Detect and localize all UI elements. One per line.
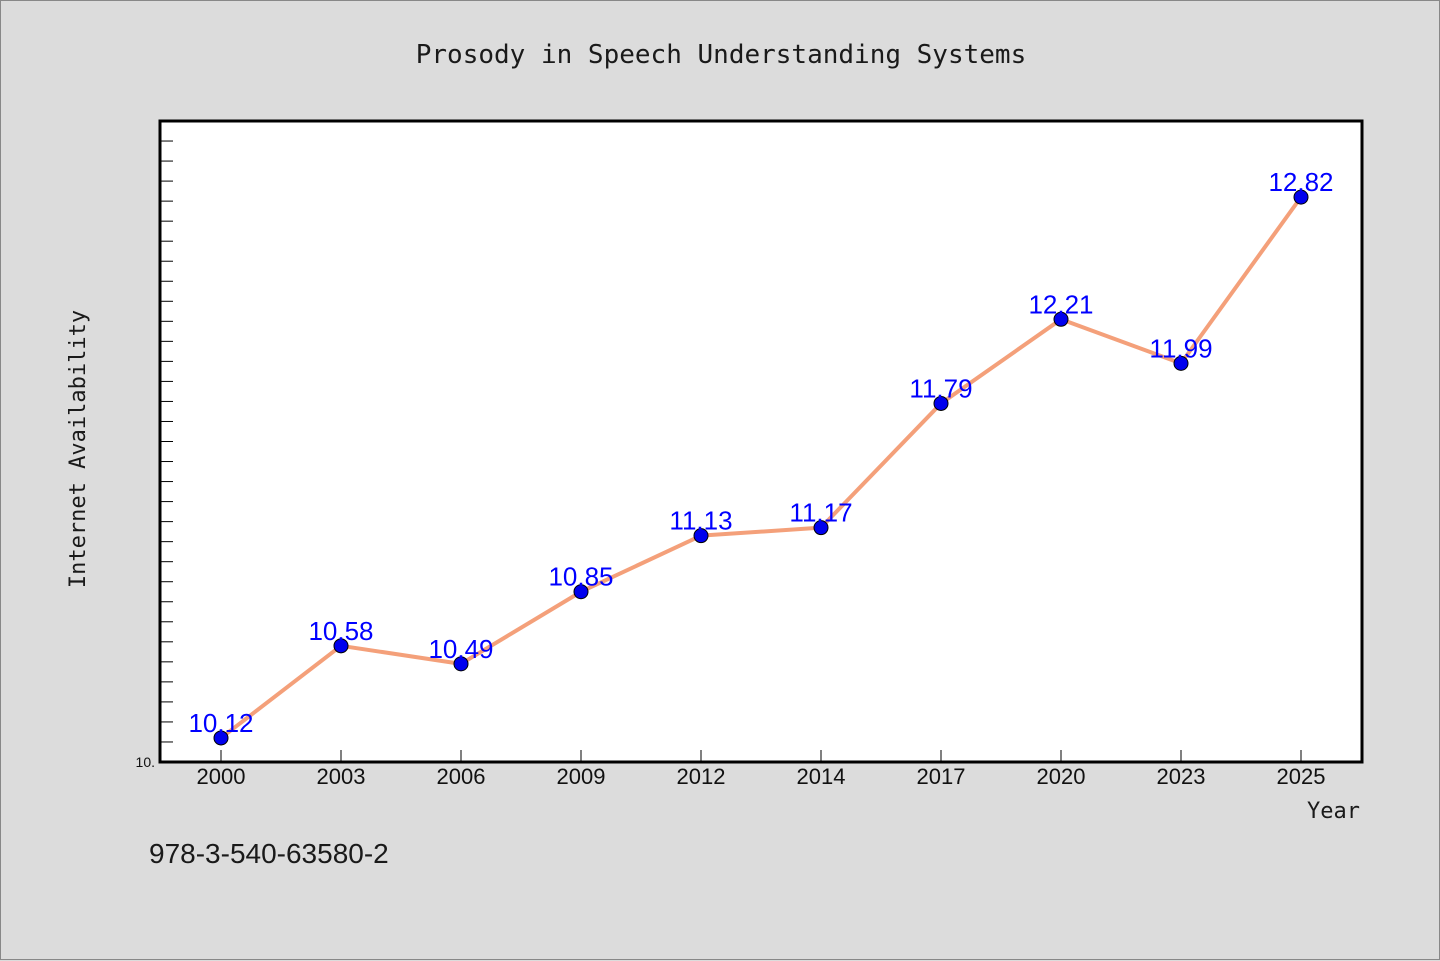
data-point (813, 520, 829, 536)
x-tick-label: 2000 (197, 764, 246, 789)
data-point (213, 730, 229, 746)
data-label: 12.21 (1028, 289, 1093, 319)
data-point (453, 656, 469, 672)
data-point (933, 395, 949, 411)
data-point (1053, 311, 1069, 327)
x-tick-label: 2003 (317, 764, 366, 789)
x-tick-labels: 2000 2003 2006 2009 2012 2014 2017 2020 2023 2025 (197, 764, 1326, 789)
y-axis-ticks (160, 140, 173, 743)
data-label: 10.12 (188, 708, 253, 738)
data-point (333, 638, 349, 654)
x-tick-label: 2023 (1157, 764, 1206, 789)
chart-title: Prosody in Speech Understanding Systems (416, 40, 1026, 70)
data-label: 10.49 (428, 634, 493, 664)
x-tick-label: 2020 (1037, 764, 1086, 789)
series-line (219, 195, 1303, 740)
x-axis-label: Year (1307, 799, 1360, 824)
data-point (1173, 355, 1189, 371)
data-label: 11.17 (789, 498, 852, 528)
plot-area (158, 119, 1364, 764)
data-markers (213, 189, 1309, 746)
y-axis-label: Internet Availability (66, 310, 91, 588)
data-point (693, 528, 709, 544)
data-label: 11.99 (1149, 333, 1212, 363)
y-tick-label-min: 10. (136, 754, 155, 770)
x-tick-label: 2009 (557, 764, 606, 789)
data-labels: 10.12 10.58 10.49 10.85 11.13 11.17 11.79 12.21… (188, 167, 1333, 738)
x-tick-label: 2025 (1277, 764, 1326, 789)
data-label: 11.13 (669, 506, 732, 536)
x-tick-label: 2017 (917, 764, 966, 789)
isbn-text: 978-3-540-63580-2 (149, 838, 389, 869)
x-tick-label: 2012 (677, 764, 726, 789)
data-point (573, 584, 589, 600)
data-label: 11.79 (909, 373, 972, 403)
x-axis-ticks (220, 750, 1302, 762)
data-point (1293, 189, 1309, 205)
data-label: 10.85 (548, 562, 613, 592)
data-label: 10.58 (308, 616, 373, 646)
x-tick-label: 2014 (797, 764, 846, 789)
x-tick-label: 2006 (437, 764, 486, 789)
data-label: 12.82 (1268, 167, 1333, 197)
